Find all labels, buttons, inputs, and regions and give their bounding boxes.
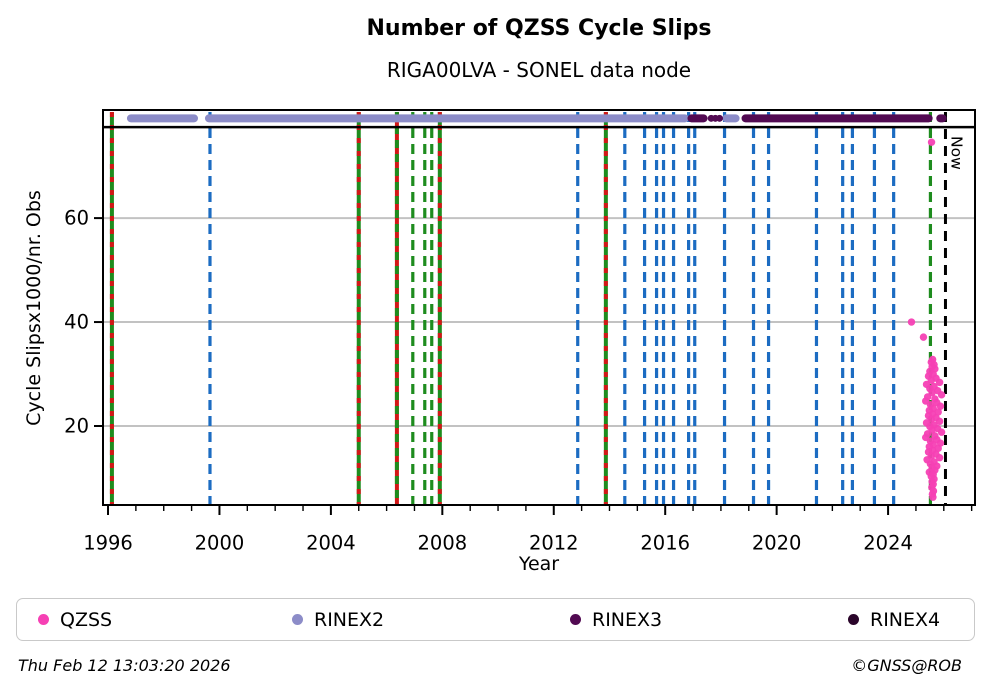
legend-entry-rinex3: RINEX3	[570, 599, 662, 640]
rinex2-band	[126, 114, 740, 123]
x-tick-label: 2000	[195, 531, 245, 554]
legend-entry-qzss: QZSS	[38, 599, 112, 640]
legend-label-rinex3: RINEX3	[592, 608, 663, 631]
chart-title: Number of QZSS Cycle Slips	[366, 16, 712, 41]
qzss-scatter	[907, 138, 946, 501]
chart-subtitle: RIGA00LVA - SONEL data node	[386, 58, 692, 82]
x-tick-label: 2020	[752, 531, 802, 554]
x-tick-label: 2004	[306, 531, 356, 554]
axes-frame	[102, 109, 976, 506]
qzss-marker-icon	[38, 614, 49, 625]
rinex4-marker-icon	[848, 614, 859, 625]
legend-label-rinex2: RINEX2	[314, 608, 385, 631]
rinex3-marker-icon	[570, 614, 581, 625]
rinex2-marker-icon	[292, 614, 303, 625]
x-axis-ticks: 1996 2000 2004 2008 2012 2016 2020 2024	[83, 506, 973, 554]
x-axis-label: Year	[518, 553, 560, 575]
y-tick-label: 60	[64, 207, 89, 230]
rinex3-band	[687, 114, 947, 123]
now-line: Now	[943, 112, 965, 504]
x-tick-label: 2008	[418, 531, 468, 554]
now-label: Now	[947, 136, 965, 170]
gridlines	[103, 217, 975, 427]
copyright-credit: ©GNSS@ROB	[851, 656, 962, 675]
legend-label-rinex4: RINEX4	[870, 608, 941, 631]
y-axis-ticks: 20 40 60	[64, 207, 102, 438]
x-tick-label: 1996	[83, 531, 133, 554]
x-tick-label: 2016	[640, 531, 690, 554]
y-tick-label: 40	[64, 311, 89, 334]
legend-entry-rinex4: RINEX4	[848, 599, 940, 640]
x-tick-label: 2012	[529, 531, 579, 554]
event-lines	[109, 112, 933, 504]
legend: QZSS RINEX2 RINEX3 RINEX4	[16, 598, 975, 641]
plot-area: Now 1996 2000 2004 2008 2012 2016 2020 2024 20 40 6…	[64, 109, 976, 554]
legend-entry-rinex2: RINEX2	[292, 599, 384, 640]
plot-timestamp: Thu Feb 12 13:03:20 2026	[18, 656, 231, 675]
x-tick-label: 2024	[863, 531, 913, 554]
legend-label-qzss: QZSS	[60, 608, 113, 631]
y-tick-label: 20	[64, 415, 89, 438]
